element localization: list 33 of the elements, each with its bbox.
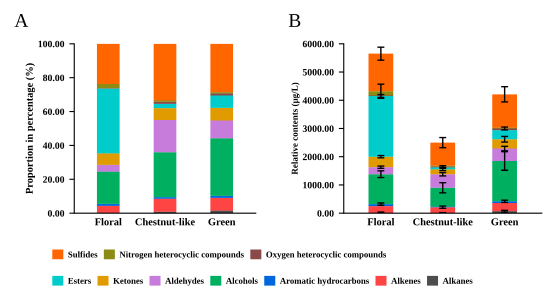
y-tick-label: 20.00 bbox=[43, 176, 64, 183]
y-tick-label: 2000.00 bbox=[302, 154, 334, 160]
legend-label: Alkanes bbox=[442, 278, 473, 284]
x-tick-label: Floral bbox=[367, 218, 394, 226]
x-tick-label: Green bbox=[491, 218, 518, 226]
y-tick-label: 3000.00 bbox=[302, 125, 334, 132]
legend-label: Ketones bbox=[113, 278, 143, 284]
y-tick-label: 4000.00 bbox=[302, 97, 334, 104]
y-axis-title: Relative contents (μg/L) bbox=[291, 82, 300, 175]
chart-title: B bbox=[288, 14, 300, 27]
legend-label: Alcohols bbox=[226, 278, 258, 284]
chart-title: A bbox=[14, 14, 28, 27]
y-tick-label: 60.00 bbox=[42, 108, 64, 116]
x-tick-label: Green bbox=[208, 218, 236, 226]
x-tick-label: Chestnut-like bbox=[135, 218, 195, 226]
y-axis-title: Proportion in percentage (%) bbox=[25, 63, 36, 194]
y-tick-label: 1000.00 bbox=[303, 182, 334, 188]
y-tick-label: 100.00 bbox=[38, 40, 64, 48]
x-tick-label: Chestnut-like bbox=[413, 218, 473, 226]
y-tick-label: 0.00 bbox=[48, 210, 64, 217]
legend-label: Aldehydes bbox=[165, 278, 204, 286]
y-tick-label: 80.00 bbox=[42, 74, 64, 82]
y-tick-label: 40.00 bbox=[42, 142, 64, 149]
legend-label: Alkenes bbox=[391, 278, 421, 284]
y-tick-label: 5000.00 bbox=[302, 68, 334, 76]
legend-label: Nitrogen heterocyclic compounds bbox=[120, 251, 244, 260]
y-tick-label: 0.00 bbox=[317, 210, 334, 217]
legend-label: Sulfides bbox=[68, 251, 98, 258]
legend-label: Aromatic hydrocarbons bbox=[280, 278, 369, 286]
legend-label: Oxygen heterocyclic compounds bbox=[266, 251, 386, 260]
legend-label: Esters bbox=[68, 278, 91, 284]
y-tick-label: 6000.00 bbox=[302, 40, 334, 48]
x-tick-label: Floral bbox=[94, 218, 122, 226]
